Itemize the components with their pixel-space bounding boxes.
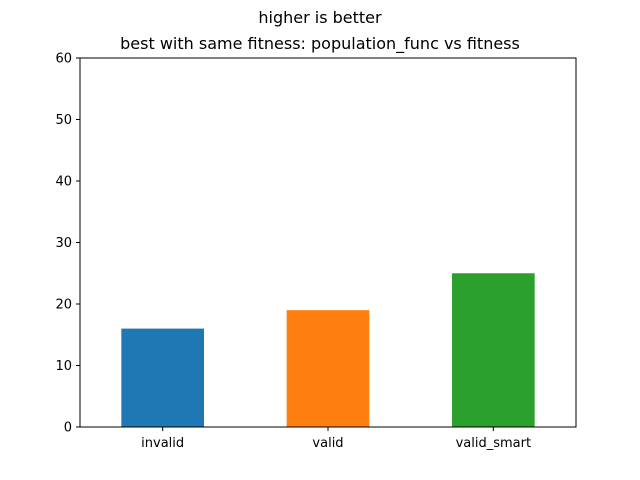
y-tick-label: 0 (64, 421, 72, 436)
bar-invalid (121, 328, 204, 427)
plot-frame (79, 57, 577, 428)
y-tick-label: 10 (55, 359, 72, 374)
y-tick-label: 50 (55, 113, 72, 128)
y-tick-label: 60 (55, 52, 72, 67)
y-tick-label: 20 (55, 298, 72, 313)
bar-valid (286, 310, 370, 427)
y-tick-label: 40 (55, 175, 72, 190)
y-tick-label: 30 (55, 236, 72, 251)
chart-suptitle: higher is better (258, 8, 382, 27)
chart-title: best with same fitness: population_func … (120, 34, 520, 53)
bar-valid-smart (452, 273, 535, 427)
x-tick-label: valid (312, 436, 343, 451)
x-tick-label: valid_smart (456, 436, 531, 451)
x-tick-label: invalid (141, 436, 184, 451)
